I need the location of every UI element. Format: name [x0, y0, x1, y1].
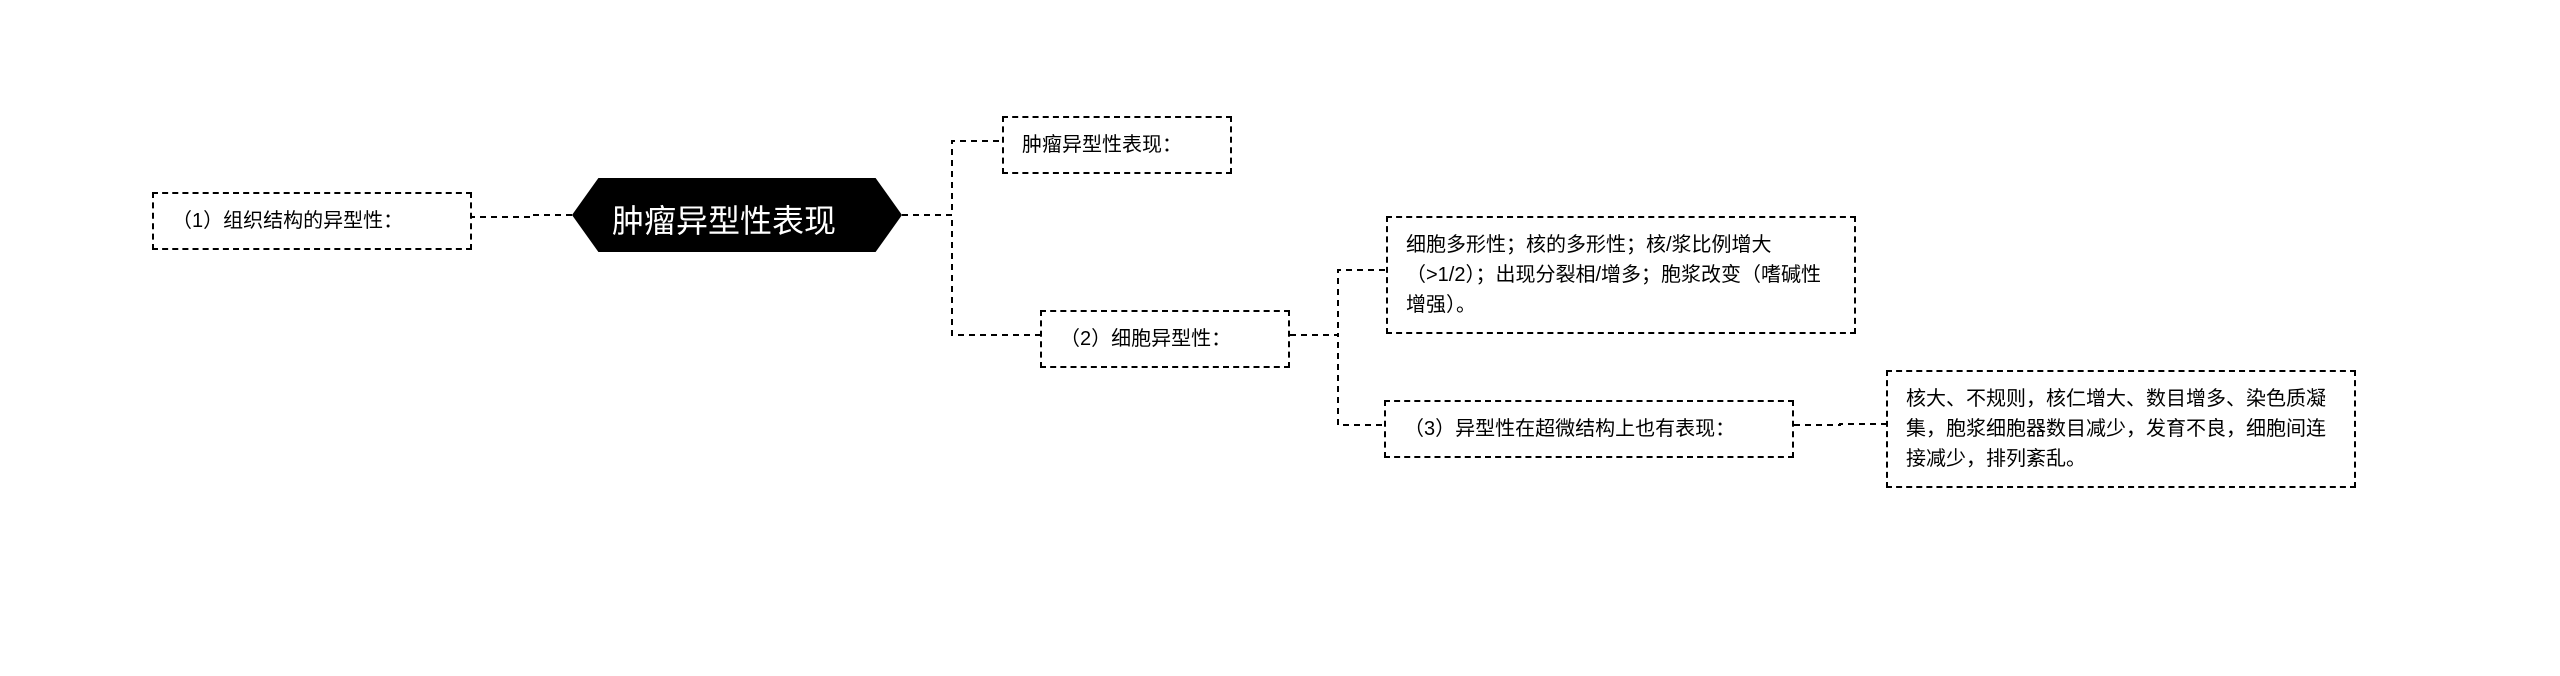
node-ultrastructure-atypia: （3）异型性在超微结构上也有表现： [1384, 400, 1794, 458]
node-cell-atypia-detail: 细胞多形性；核的多形性；核/浆比例增大（>1/2）；出现分裂相/增多；胞浆改变（… [1386, 216, 1856, 334]
node-cell-atypia: （2）细胞异型性： [1040, 310, 1290, 368]
mindmap-root: 肿瘤异型性表现 [572, 178, 902, 252]
node-structure-atypia: （1）组织结构的异型性： [152, 192, 472, 250]
node-tumor-atypia-heading: 肿瘤异型性表现： [1002, 116, 1232, 174]
node-ultrastructure-detail: 核大、不规则，核仁增大、数目增多、染色质凝集，胞浆细胞器数目减少，发育不良，细胞… [1886, 370, 2356, 488]
